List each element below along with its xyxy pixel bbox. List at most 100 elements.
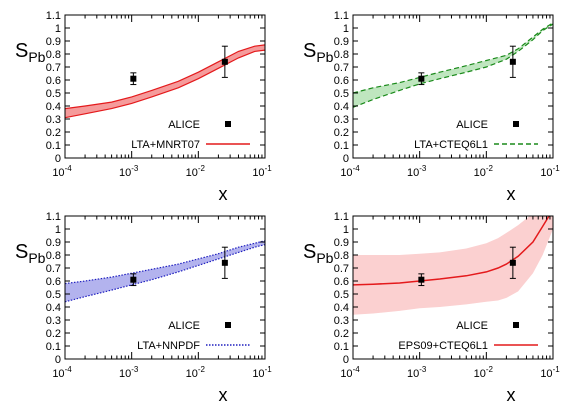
y-tick-label: 0: [343, 153, 349, 165]
y-tick-label: 0: [55, 354, 61, 366]
y-tick-label: 0.8: [46, 250, 61, 262]
x-tick-label: 10-2: [186, 365, 206, 380]
band-upper-line: [65, 240, 265, 285]
y-tick-label: 0.9: [46, 36, 61, 48]
y-tick-label: 0.4: [334, 302, 349, 314]
x-tick-label: 10-4: [340, 164, 360, 179]
legend-marker-data: [225, 121, 231, 127]
y-tick-label: 0.7: [46, 263, 61, 275]
y-tick-label: 0.6: [46, 75, 61, 87]
legend-label-model: LTA+MNRT07: [131, 139, 200, 151]
x-tick-label: 10-1: [540, 365, 560, 380]
y-tick-label: 1.1: [46, 211, 61, 223]
y-tick-label: 0.9: [334, 237, 349, 249]
y-tick-label: 0.6: [334, 75, 349, 87]
y-axis-label: SPb: [303, 241, 334, 266]
legend-marker-data: [225, 322, 231, 328]
x-tick-label: 10-3: [407, 365, 427, 380]
legend-marker-data: [513, 322, 519, 328]
x-tick-label: 10-3: [407, 164, 427, 179]
y-axis-label: SPb: [15, 40, 46, 65]
x-tick-label: 10-4: [52, 365, 72, 380]
x-axis-label: x: [219, 385, 228, 405]
x-tick-label: 10-2: [474, 164, 494, 179]
y-tick-label: 0.3: [334, 315, 349, 327]
y-tick-label: 1.1: [334, 10, 349, 22]
band-lower-line: [353, 23, 553, 108]
legend-marker-data: [513, 121, 519, 127]
y-tick-label: 1.1: [334, 211, 349, 223]
x-tick-label: 10-2: [186, 164, 206, 179]
x-tick-label: 10-3: [119, 164, 139, 179]
x-axis-label: x: [507, 385, 516, 405]
x-tick-label: 10-1: [540, 164, 560, 179]
band-fill: [353, 22, 553, 108]
x-axis-label: x: [507, 184, 516, 204]
plot-area: [353, 216, 553, 315]
y-tick-label: 0.8: [46, 49, 61, 61]
plot-frame: [352, 14, 554, 159]
y-tick-label: 0.9: [46, 237, 61, 249]
y-tick-label: 0: [55, 153, 61, 165]
band-upper-line: [353, 22, 553, 94]
band-fill: [353, 216, 553, 315]
y-tick-label: 0.1: [46, 341, 61, 353]
y-tick-label: 0.1: [46, 140, 61, 152]
legend: ALICE LTA+MNRT07: [131, 119, 250, 151]
data-point: [509, 259, 516, 266]
legend-label-data: ALICE: [168, 320, 200, 332]
band-central-line: [353, 216, 550, 286]
band-lower-line: [65, 49, 265, 119]
y-tick-label: 0.9: [334, 36, 349, 48]
band-fill: [65, 240, 265, 302]
y-tick-label: 0.5: [334, 88, 349, 100]
data-point: [221, 58, 228, 65]
plot-area: [65, 240, 265, 303]
data-point: [130, 276, 137, 283]
x-tick-label: 10-4: [52, 164, 72, 179]
panel-2: 00.10.20.30.40.50.60.70.80.911.1 10-4 10-3…: [303, 10, 560, 204]
y-tick-label: 0: [343, 354, 349, 366]
y-tick-label: 0.5: [46, 88, 61, 100]
legend-label-model: EPS09+CTEQ6L1: [398, 340, 488, 352]
y-tick-label: 0.8: [334, 250, 349, 262]
plot-frame: [352, 215, 554, 360]
plot-frame: [64, 215, 266, 360]
band-lower-line: [65, 244, 265, 303]
legend: ALICE LTA+NNPDF: [137, 320, 250, 352]
y-axis-label: SPb: [303, 40, 334, 65]
y-axis-label: SPb: [15, 241, 46, 266]
panel-1: 00.10.20.30.40.50.60.70.80.911.1 10-4 10-3…: [15, 10, 272, 204]
y-tick-label: 0.3: [46, 114, 61, 126]
y-tick-label: 1: [343, 23, 349, 35]
y-tick-label: 0.4: [46, 302, 61, 314]
y-tick-label: 0.7: [334, 62, 349, 74]
y-tick-label: 0.1: [334, 140, 349, 152]
plot-area: [353, 22, 553, 108]
x-tick-label: 10-4: [340, 365, 360, 380]
x-axis-label: x: [219, 184, 228, 204]
y-tick-label: 0.7: [334, 263, 349, 275]
legend-label-model: LTA+CTEQ6L1: [414, 139, 488, 151]
legend: ALICE LTA+CTEQ6L1: [414, 119, 538, 151]
y-tick-label: 1: [55, 23, 61, 35]
y-tick-label: 0.2: [46, 328, 61, 340]
y-tick-label: 0.4: [334, 101, 349, 113]
x-tick-label: 10-3: [119, 365, 139, 380]
legend-label-data: ALICE: [456, 320, 488, 332]
y-tick-label: 1.1: [46, 10, 61, 22]
band-fill: [65, 44, 265, 118]
data-point: [509, 58, 516, 65]
legend-label-model: LTA+NNPDF: [137, 340, 200, 352]
y-tick-label: 0.6: [46, 276, 61, 288]
y-tick-label: 0.1: [334, 341, 349, 353]
y-tick-label: 0.5: [46, 289, 61, 301]
x-tick-label: 10-1: [252, 365, 272, 380]
plot-area: [65, 44, 265, 119]
legend-label-data: ALICE: [168, 119, 200, 131]
y-tick-label: 0.5: [334, 289, 349, 301]
y-tick-label: 0.8: [334, 49, 349, 61]
y-tick-label: 0.3: [334, 114, 349, 126]
panel-3: 00.10.20.30.40.50.60.70.80.911.1 10-4 10-3…: [15, 211, 272, 405]
